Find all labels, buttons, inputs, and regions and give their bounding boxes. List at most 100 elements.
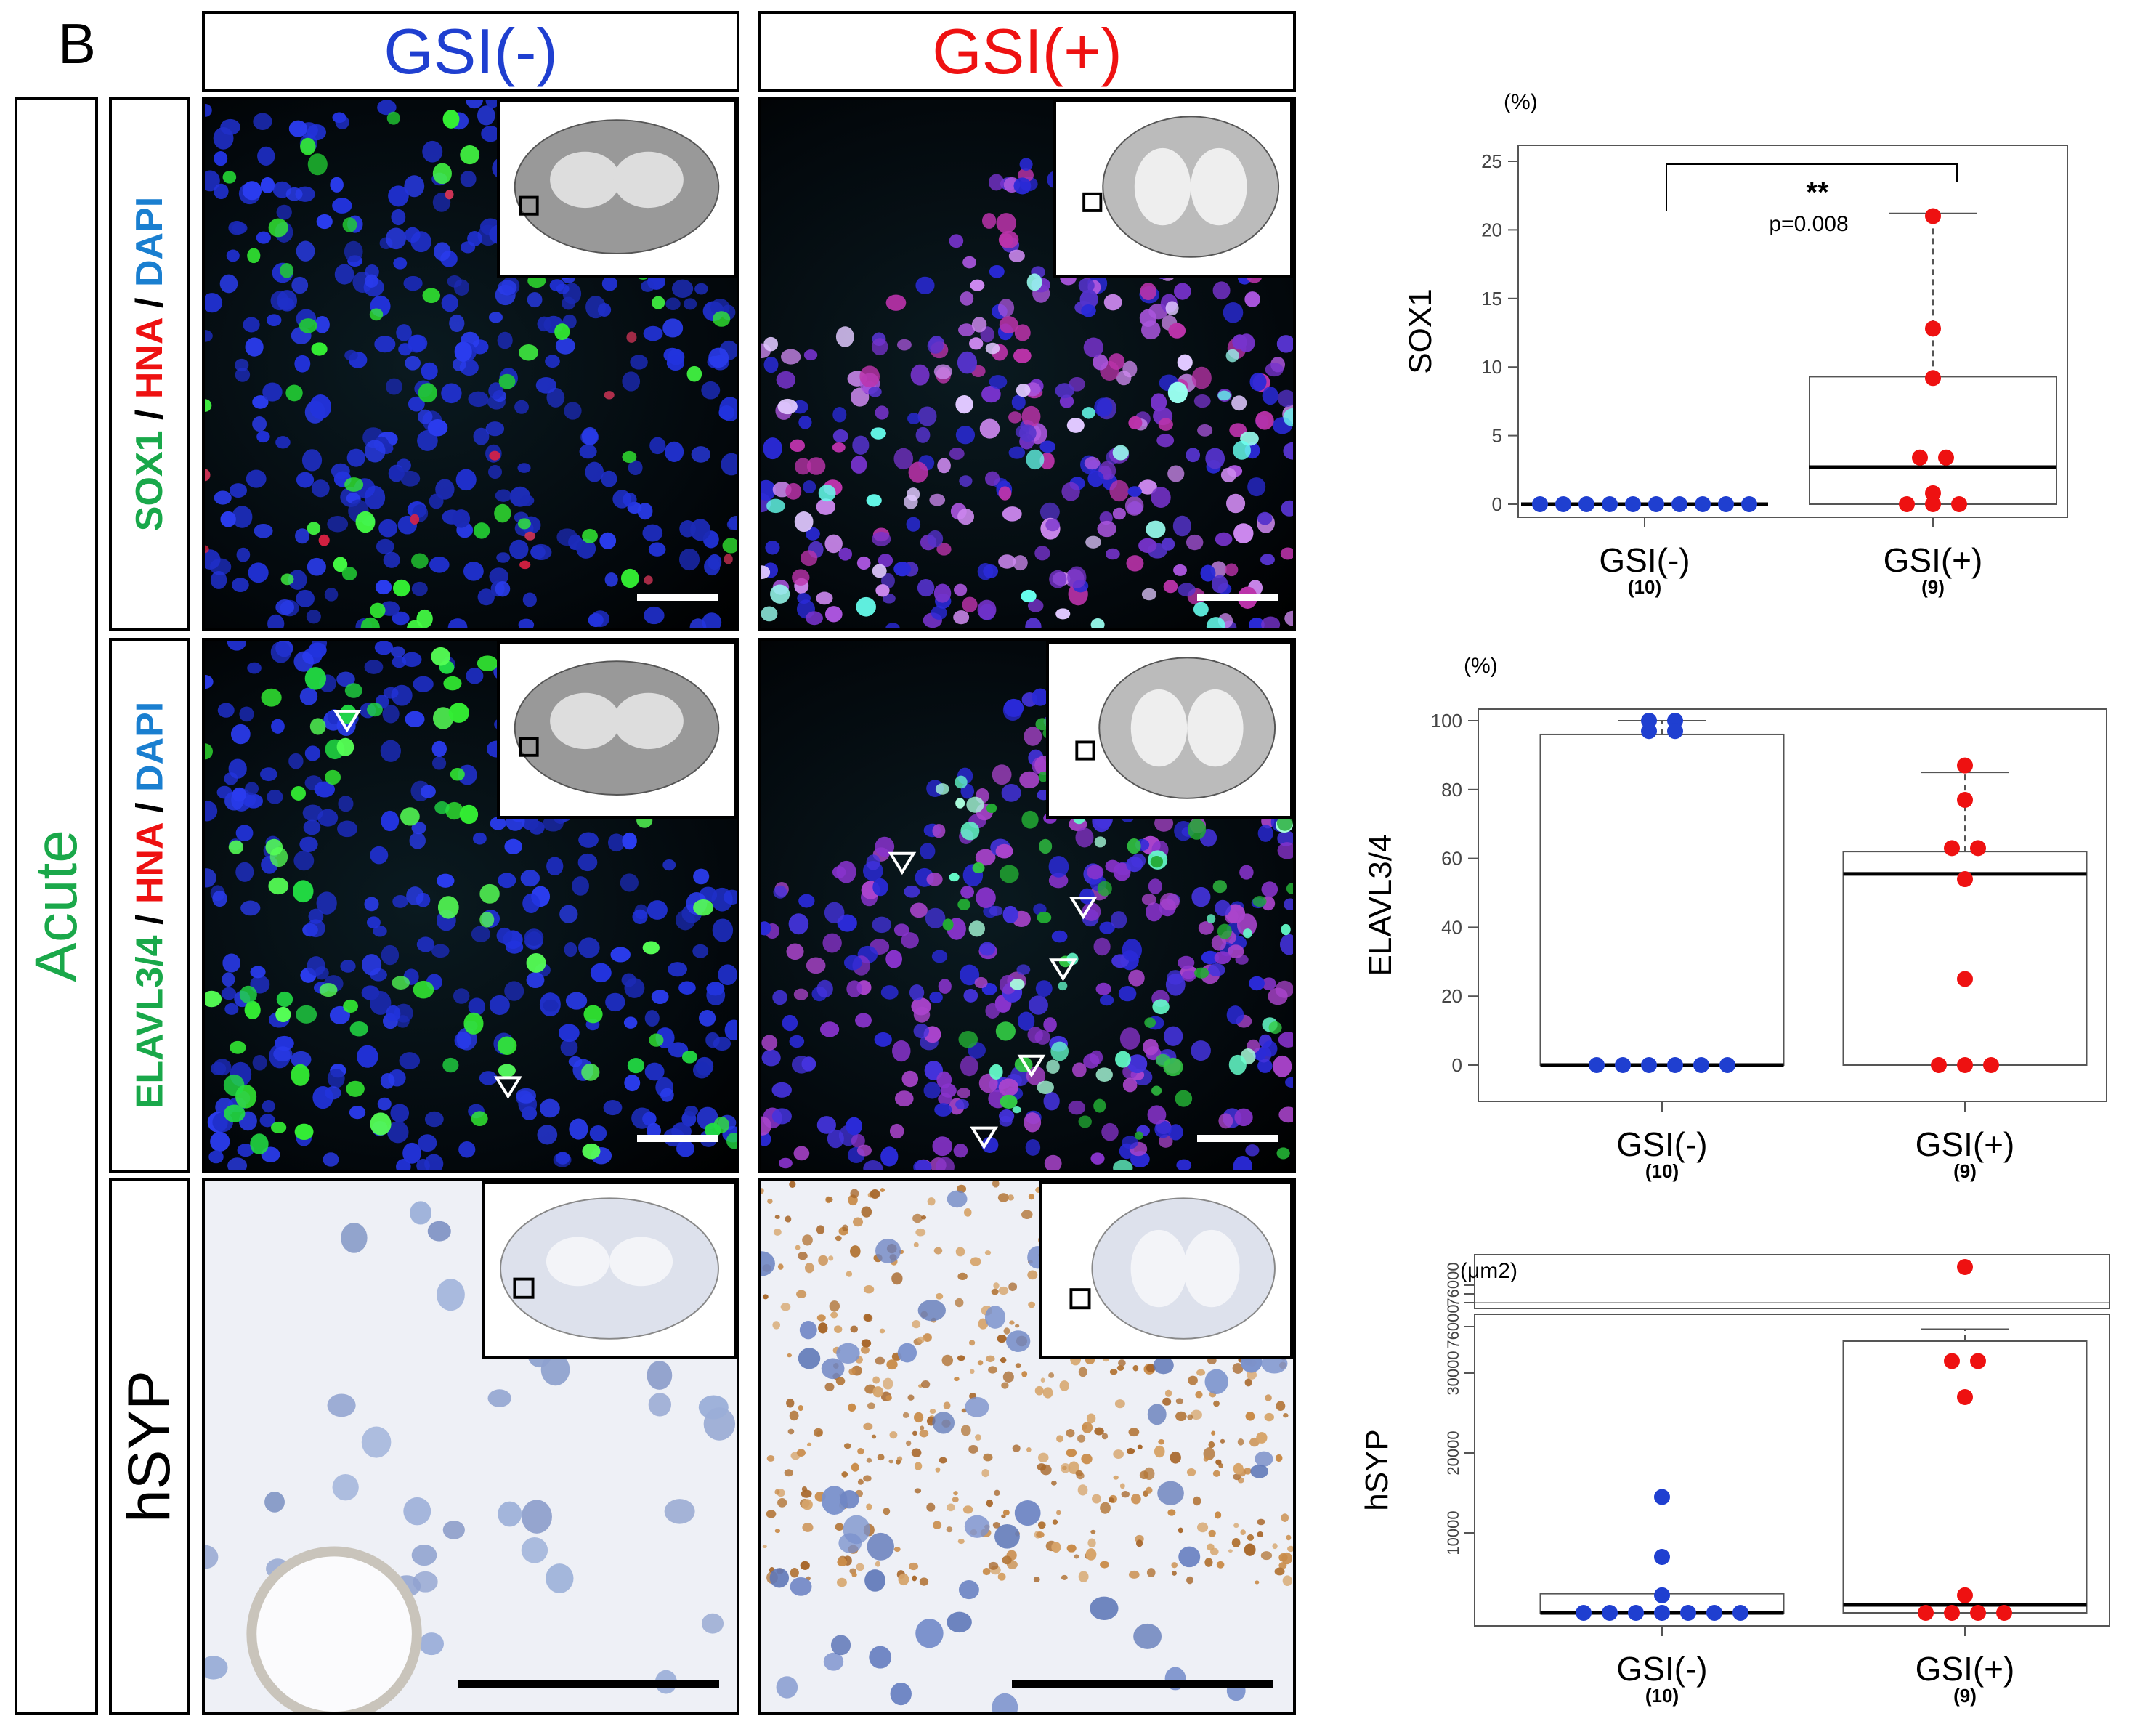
cell-nucleus [823, 1652, 844, 1671]
cell-nucleus [885, 950, 902, 968]
cell-nucleus [915, 1228, 926, 1237]
cell-nucleus [205, 399, 212, 412]
cell-nucleus [1060, 1463, 1071, 1473]
cell-nucleus [400, 470, 421, 487]
data-point [1706, 1605, 1722, 1621]
cell-nucleus [846, 1271, 853, 1277]
cell-nucleus [888, 1459, 893, 1464]
cell-nucleus [234, 358, 249, 372]
cell-nucleus [1243, 928, 1252, 939]
cell-nucleus [468, 997, 485, 1016]
cell-nucleus [471, 926, 490, 942]
cell-nucleus [396, 1159, 411, 1170]
cell-nucleus [431, 647, 451, 666]
data-point [1925, 496, 1941, 512]
cell-nucleus [463, 1012, 484, 1035]
cell-nucleus [931, 605, 947, 620]
cell-nucleus [647, 900, 668, 920]
cell-nucleus [985, 1003, 1000, 1019]
cell-nucleus [723, 889, 737, 905]
cell-nucleus [1109, 479, 1130, 502]
cell-nucleus [668, 1042, 689, 1058]
cell-nucleus [374, 641, 394, 655]
cell-nucleus [1152, 999, 1170, 1015]
cell-nucleus [1229, 423, 1247, 437]
cell-nucleus [381, 944, 400, 966]
row-label-box-1 [109, 97, 190, 631]
cell-nucleus [427, 1221, 451, 1242]
cell-nucleus [912, 1575, 917, 1582]
cell-nucleus [927, 530, 944, 548]
cell-nucleus [953, 610, 970, 625]
cell-nucleus [913, 1023, 930, 1039]
cell-nucleus [926, 873, 943, 886]
cell-nucleus [914, 1462, 923, 1470]
cell-nucleus [947, 1611, 972, 1633]
cell-nucleus [490, 817, 506, 830]
scale-bar [1197, 594, 1278, 601]
cell-nucleus [866, 1457, 872, 1463]
cell-nucleus [1103, 294, 1122, 311]
cell-nucleus [851, 1133, 865, 1148]
cell-nucleus [872, 531, 891, 546]
cell-nucleus [718, 964, 737, 985]
cell-nucleus [872, 1376, 880, 1384]
cell-nucleus [1077, 1484, 1088, 1496]
cell-nucleus [247, 248, 261, 264]
cell-nucleus [1281, 923, 1291, 936]
cell-nucleus [1046, 1059, 1060, 1075]
cell-nucleus [969, 337, 984, 350]
cell-nucleus [302, 804, 323, 822]
cell-nucleus [1090, 1152, 1105, 1165]
cell-nucleus [994, 1489, 1000, 1497]
cell-nucleus [578, 832, 599, 848]
cell-nucleus [894, 1090, 914, 1107]
cell-nucleus [498, 280, 517, 296]
cell-nucleus [859, 365, 880, 388]
cell-nucleus [851, 1462, 859, 1472]
cell-nucleus [1001, 1514, 1006, 1518]
cell-nucleus [938, 979, 952, 994]
cell-nucleus [972, 862, 985, 874]
cell-nucleus [250, 966, 266, 979]
data-point [1667, 1057, 1683, 1073]
cell-nucleus [301, 449, 323, 472]
cell-nucleus [1137, 1444, 1143, 1450]
cell-nucleus [1122, 939, 1142, 962]
cell-nucleus [957, 351, 978, 374]
cell-nucleus [875, 1561, 881, 1567]
cell-nucleus [818, 485, 836, 502]
cell-nucleus [834, 1325, 843, 1333]
cell-nucleus [1027, 1027, 1043, 1043]
cell-nucleus [1019, 771, 1040, 788]
cell-nucleus [205, 743, 213, 760]
cell-nucleus [422, 288, 441, 304]
cell-nucleus [1013, 348, 1032, 363]
cell-nucleus [1056, 1510, 1061, 1515]
cell-nucleus [293, 651, 314, 672]
cell-nucleus [904, 885, 920, 898]
cell-nucleus [556, 528, 578, 546]
cell-nucleus [205, 990, 222, 1008]
cell-nucleus [521, 1537, 548, 1563]
cell-nucleus [1116, 1365, 1124, 1371]
cell-nucleus [766, 1454, 775, 1462]
cell-nucleus [800, 550, 818, 567]
cell-nucleus [481, 125, 500, 142]
cell-nucleus [332, 198, 352, 214]
cell-nucleus [485, 421, 505, 437]
cell-nucleus [403, 275, 423, 291]
cell-nucleus [724, 1019, 737, 1041]
cell-nucleus [1173, 564, 1187, 576]
cell-nucleus [1124, 495, 1144, 516]
cell-nucleus [1084, 456, 1101, 470]
cell-nucleus [208, 1150, 224, 1164]
cell-nucleus [1146, 1486, 1153, 1494]
cell-nucleus [205, 1545, 219, 1569]
cell-nucleus [1095, 982, 1111, 995]
cell-nucleus [801, 1489, 812, 1498]
cell-nucleus [445, 190, 454, 200]
cell-nucleus [1285, 1077, 1293, 1088]
cell-nucleus [1109, 353, 1125, 370]
